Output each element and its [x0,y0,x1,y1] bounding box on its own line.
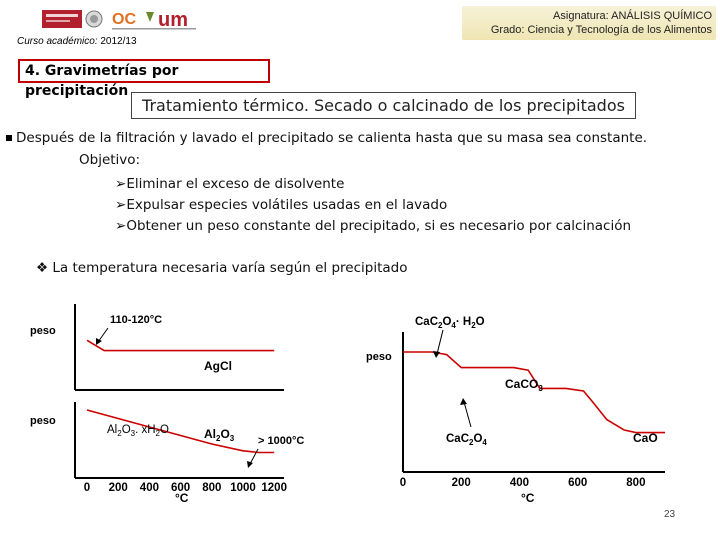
main-bullet: Después de la filtración y lavado el pre… [6,130,647,146]
objective-item: ➢Expulsar especies volátiles usadas en e… [115,197,447,213]
annotation-arrow [436,329,444,355]
annotation-arrow [97,327,109,343]
arrow-bullet-icon: ➢ [115,176,127,192]
x-tick-label: 600 [568,477,587,489]
chart-calcium-oxalate: peso CaC2O4· H2O CaCO3 CaC2O4 CaO 0 200 40… [343,292,715,502]
annotation-agcl-temp: 110-120°C [110,314,162,326]
arrow-bullet-icon: ➢ [115,197,127,213]
arrowhead-icon [460,398,467,405]
temperature-note-text: La temperatura necesaria varía según el … [52,260,408,276]
y-label-top: peso [30,325,56,337]
subject-box: Asignatura: ANÁLISIS QUÍMICO Grado: Cien… [462,6,716,40]
x-tick-label: 200 [109,482,128,494]
label-cac2o4: CaC2O4 [446,433,487,447]
course-year: Curso académico: 2012/13 [17,36,137,47]
x-axis-label: °C [175,491,189,502]
objective-text: Obtener un peso constante del precipitad… [126,218,632,234]
annotation-al2o3-temp: > 1000°C [258,435,304,447]
arrow-bullet-icon: ➢ [115,218,127,234]
label-al2o3: Al2O3 [204,427,235,443]
x-tick-label: 1200 [261,482,287,494]
label-cao: CaO [633,431,658,445]
x-tick-label: 0 [400,477,406,489]
x-tick-label: 1000 [230,482,256,494]
x-axis-label: °C [521,491,535,502]
logo-oc-text: OC [112,11,136,28]
x-tick-label: 200 [452,477,471,489]
course-label: Curso académico: [17,36,98,47]
y-axis-label: peso [366,351,392,363]
label-al2o3-hydrate: Al2O3. xH2O [107,424,169,438]
label-cac2o4-h2o: CaC2O4· H2O [415,316,485,330]
square-bullet-icon [6,135,12,141]
section-title: 4. Gravimetrías por precipitación [18,59,270,99]
objective-label: Objetivo: [79,152,141,168]
arrowhead-icon [433,351,440,358]
label-agcl: AgCl [204,359,232,373]
annotation-arrow [249,448,259,465]
y-label-bottom: peso [30,415,56,427]
objective-item: ➢Eliminar el exceso de disolvente [115,176,344,192]
x-tick-label: 600 [171,482,190,494]
label-caco3: CaCO3 [505,377,543,393]
objective-text: Expulsar especies volátiles usadas en el… [126,197,448,213]
series-line-calcium-oxalate [403,351,665,434]
course-year-value: 2012/13 [100,36,137,47]
temperature-note: ❖ La temperatura necesaria varía según e… [36,260,407,276]
logo-um-text: um [158,9,188,31]
x-tick-label: 400 [510,477,529,489]
campus-logo: OC um [112,8,200,32]
topic-title: Tratamiento térmico. Secado o calcinado … [131,92,636,119]
subject-line: Asignatura: ANÁLISIS QUÍMICO [553,10,712,22]
annotation-arrow [463,401,472,428]
objective-text: Eliminar el exceso de disolvente [126,176,345,192]
arrowhead-icon [96,338,102,345]
chart-agcl-al2o3: peso peso 110-120°C AgCl Al2O3 > 1000°C … [12,292,312,502]
arrowhead-icon [247,461,253,468]
university-seal-logo [42,8,104,30]
objective-item: ➢Obtener un peso constante del precipita… [115,218,631,234]
page-number: 23 [664,509,676,520]
diamond-bullet-icon: ❖ [36,260,53,276]
x-tick-label: 800 [626,477,645,489]
x-tick-label: 0 [84,482,90,494]
main-bullet-text: Después de la filtración y lavado el pre… [16,130,648,146]
series-line-agcl [86,339,275,352]
x-tick-label: 400 [140,482,159,494]
x-tick-label: 800 [202,482,221,494]
degree-line: Grado: Ciencia y Tecnología de los Alime… [490,24,712,36]
